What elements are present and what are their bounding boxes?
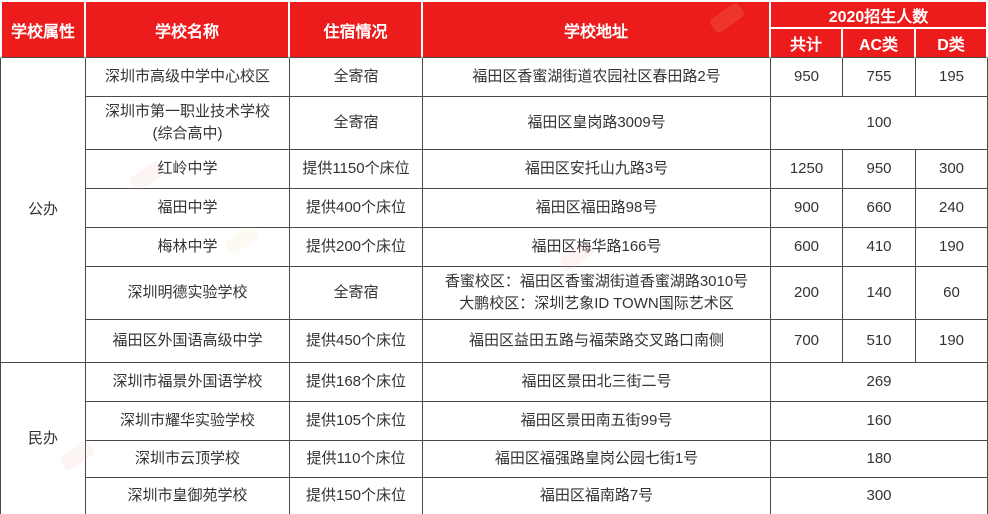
school-name-line1: 深圳市第一职业技术学校 <box>104 103 270 121</box>
address-cell: 福田区福南路7号 <box>423 478 771 514</box>
d-cell: 195 <box>916 58 988 97</box>
school-name-cell: 梅林中学 <box>86 228 290 267</box>
header-ac-class: AC类 <box>843 29 916 58</box>
table-row: 深圳市耀华实验学校 提供105个床位 福田区景田南五街99号 160 <box>0 402 988 441</box>
total-cell: 950 <box>771 58 843 97</box>
header-school-attribute: 学校属性 <box>0 0 86 58</box>
ac-cell: 410 <box>843 228 916 267</box>
table-row: 福田中学 提供400个床位 福田区福田路98号 900 660 240 <box>0 189 988 228</box>
header-d-class: D类 <box>916 29 988 58</box>
d-cell: 190 <box>916 320 988 363</box>
accommodation-cell: 全寄宿 <box>290 97 423 150</box>
header-total: 共计 <box>771 29 843 58</box>
school-name-cell: 深圳市福景外国语学校 <box>86 363 290 402</box>
total-cell: 900 <box>771 189 843 228</box>
total-cell: 600 <box>771 228 843 267</box>
address-line2: 大鹏校区：深圳艺象ID TOWN国际艺术区 <box>459 295 734 312</box>
school-name-cell: 深圳明德实验学校 <box>86 267 290 320</box>
merged-total-cell: 160 <box>771 402 988 441</box>
total-cell: 1250 <box>771 150 843 189</box>
address-cell: 香蜜校区：福田区香蜜湖街道香蜜湖路3010号 大鹏校区：深圳艺象ID TOWN国… <box>423 267 771 320</box>
table-row: 深圳市云顶学校 提供110个床位 福田区福强路皇岗公园七街1号 180 <box>0 441 988 478</box>
school-name-cell: 深圳市耀华实验学校 <box>86 402 290 441</box>
accommodation-cell: 提供110个床位 <box>290 441 423 478</box>
section-attribute-private: 民办 <box>0 363 86 514</box>
table-header: 学校属性 学校名称 住宿情况 学校地址 2020招生人数 共计 AC类 D类 <box>0 0 988 58</box>
merged-total-cell: 300 <box>771 478 988 514</box>
header-school-name: 学校名称 <box>86 0 290 58</box>
table-row: 民办 深圳市福景外国语学校 提供168个床位 福田区景田北三街二号 269 <box>0 363 988 514</box>
merged-total-cell: 100 <box>771 97 988 150</box>
header-school-address: 学校地址 <box>423 0 771 58</box>
school-name-cell: 福田区外国语高级中学 <box>86 320 290 363</box>
d-cell: 300 <box>916 150 988 189</box>
table-row: 深圳市皇御苑学校 提供150个床位 福田区福南路7号 300 <box>0 478 988 514</box>
table-row: 梅林中学 提供200个床位 福田区梅华路166号 600 410 190 <box>0 228 988 267</box>
total-cell: 200 <box>771 267 843 320</box>
address-cell: 福田区福强路皇岗公园七街1号 <box>423 441 771 478</box>
address-cell: 福田区安托山九路3号 <box>423 150 771 189</box>
school-name-cell: 红岭中学 <box>86 150 290 189</box>
address-cell: 福田区福田路98号 <box>423 189 771 228</box>
school-name-cell: 深圳市皇御苑学校 <box>86 478 290 514</box>
ac-cell: 950 <box>843 150 916 189</box>
table-row: 红岭中学 提供1150个床位 福田区安托山九路3号 1250 950 300 <box>0 150 988 189</box>
total-cell: 700 <box>771 320 843 363</box>
address-cell: 福田区景田北三街二号 <box>423 363 771 402</box>
merged-total-cell: 269 <box>771 363 988 402</box>
d-cell: 190 <box>916 228 988 267</box>
address-cell: 福田区益田五路与福荣路交叉路口南侧 <box>423 320 771 363</box>
table-row: 福田区外国语高级中学 提供450个床位 福田区益田五路与福荣路交叉路口南侧 70… <box>0 320 988 363</box>
school-name-cell: 福田中学 <box>86 189 290 228</box>
address-line1: 香蜜校区：福田区香蜜湖街道香蜜湖路3010号 <box>444 273 749 291</box>
ac-cell: 140 <box>843 267 916 320</box>
accommodation-cell: 提供450个床位 <box>290 320 423 363</box>
header-accommodation: 住宿情况 <box>290 0 423 58</box>
header-row-sub: 共计 AC类 D类 <box>0 29 988 58</box>
table-row: 公办 深圳市高级中学中心校区 全寄宿 福田区香蜜湖街道农园社区春田路2号 950… <box>0 58 988 363</box>
address-cell: 福田区皇岗路3009号 <box>423 97 771 150</box>
section-attribute-public: 公办 <box>0 58 86 363</box>
accommodation-cell: 提供400个床位 <box>290 189 423 228</box>
d-cell: 240 <box>916 189 988 228</box>
accommodation-cell: 提供168个床位 <box>290 363 423 402</box>
school-name-cell: 深圳市云顶学校 <box>86 441 290 478</box>
school-name-cell: 深圳市高级中学中心校区 <box>86 58 290 97</box>
table-body: 公办 深圳市高级中学中心校区 全寄宿 福田区香蜜湖街道农园社区春田路2号 950… <box>0 58 988 514</box>
address-cell: 福田区梅华路166号 <box>423 228 771 267</box>
header-row-top: 学校属性 学校名称 住宿情况 学校地址 2020招生人数 <box>0 0 988 58</box>
address-cell: 福田区香蜜湖街道农园社区春田路2号 <box>423 58 771 97</box>
accommodation-cell: 提供1150个床位 <box>290 150 423 189</box>
header-enrollment-2020: 2020招生人数 <box>771 0 988 29</box>
d-cell: 60 <box>916 267 988 320</box>
table-row: 深圳市第一职业技术学校 (综合高中) 全寄宿 福田区皇岗路3009号 100 <box>0 97 988 150</box>
accommodation-cell: 全寄宿 <box>290 58 423 97</box>
merged-total-cell: 180 <box>771 441 988 478</box>
ac-cell: 510 <box>843 320 916 363</box>
school-name-cell: 深圳市第一职业技术学校 (综合高中) <box>86 97 290 150</box>
address-cell: 福田区景田南五街99号 <box>423 402 771 441</box>
ac-cell: 755 <box>843 58 916 97</box>
accommodation-cell: 全寄宿 <box>290 267 423 320</box>
accommodation-cell: 提供200个床位 <box>290 228 423 267</box>
ac-cell: 660 <box>843 189 916 228</box>
accommodation-cell: 提供105个床位 <box>290 402 423 441</box>
school-name-line2: (综合高中) <box>152 125 223 142</box>
accommodation-cell: 提供150个床位 <box>290 478 423 514</box>
table-row: 深圳明德实验学校 全寄宿 香蜜校区：福田区香蜜湖街道香蜜湖路3010号 大鹏校区… <box>0 267 988 320</box>
